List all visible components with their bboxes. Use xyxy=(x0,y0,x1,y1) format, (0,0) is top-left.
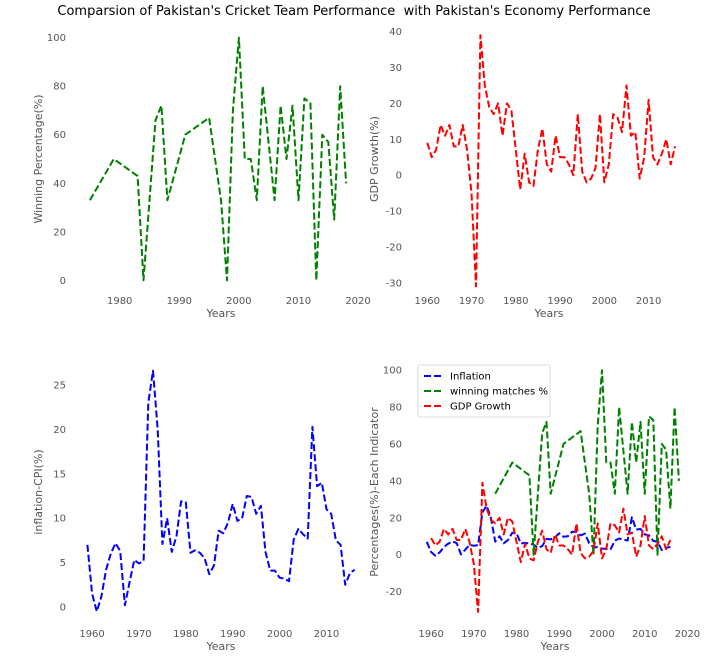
x-tick-label: 1990 xyxy=(547,296,572,307)
x-tick-label: 1970 xyxy=(126,629,151,640)
x-tick-label: 1960 xyxy=(418,629,443,640)
y-tick-label: -20 xyxy=(386,242,402,253)
x-tick-label: 1980 xyxy=(107,296,132,307)
y-tick-label: 15 xyxy=(53,469,66,480)
y-tick-label: 0 xyxy=(396,171,402,182)
y-tick-label: 10 xyxy=(53,514,66,525)
subplot-3: 1960 1970 1980 1990 2000 2010 0 5 10 15 20 25 Years i… xyxy=(32,369,356,653)
y-tick-label: 40 xyxy=(53,179,66,190)
y-tick-label: 5 xyxy=(60,558,66,569)
y-tick-label: 20 xyxy=(53,227,66,238)
x-tick-label: 1980 xyxy=(503,296,528,307)
x-tick-label: 1980 xyxy=(504,629,529,640)
y-tick-label: 20 xyxy=(389,513,402,524)
subplot-2: 1960 1970 1980 1990 2000 2010 -30 -20 -10 0 10 20 30… xyxy=(368,27,677,320)
x-tick-label: 2020 xyxy=(675,629,700,640)
y-tick-label: 0 xyxy=(396,550,402,561)
x-axis-label: Years xyxy=(533,307,563,320)
x-tick-label: 1960 xyxy=(415,296,440,307)
x-tick-label: 2010 xyxy=(286,296,311,307)
series-line-winning xyxy=(89,36,348,282)
subplot-1: 1980 1990 2000 2010 2020 0 20 40 60 80 100 Years Win… xyxy=(32,33,371,320)
x-tick-label: 1990 xyxy=(547,629,572,640)
y-axis-label: inflation-CPI(%) xyxy=(32,449,45,534)
y-axis-label: Percentages(%)-Each Indicator xyxy=(368,407,381,577)
legend: Inflation winning matches % GDP Growth xyxy=(417,364,551,418)
x-tick-label: 1970 xyxy=(459,296,484,307)
y-tick-label: 10 xyxy=(389,135,402,146)
y-tick-label: 0 xyxy=(60,276,66,287)
x-tick-label: 1980 xyxy=(173,629,198,640)
x-tick-label: 1970 xyxy=(461,629,486,640)
x-tick-label: 2000 xyxy=(592,296,617,307)
y-tick-label: 0 xyxy=(60,603,66,614)
legend-label-winning: winning matches % xyxy=(450,387,548,398)
x-tick-label: 2000 xyxy=(589,629,614,640)
y-tick-label: 100 xyxy=(47,33,66,44)
y-tick-label: 20 xyxy=(389,99,402,110)
x-tick-label: 2010 xyxy=(636,296,661,307)
legend-box xyxy=(417,364,551,418)
x-tick-label: 1990 xyxy=(220,629,245,640)
y-tick-label: 100 xyxy=(383,366,402,377)
x-tick-label: 2000 xyxy=(226,296,251,307)
x-tick-label: 2010 xyxy=(632,629,657,640)
y-axis-label: Winning Percentage(%) xyxy=(32,94,45,223)
y-tick-label: 25 xyxy=(53,380,66,391)
y-tick-label: -30 xyxy=(386,278,402,289)
x-tick-label: 2010 xyxy=(314,629,339,640)
legend-label-inflation: Inflation xyxy=(450,372,491,383)
y-tick-label: -20 xyxy=(386,587,402,598)
figure-title: Comparsion of Pakistan's Cricket Team Pe… xyxy=(57,4,651,19)
y-tick-label: -10 xyxy=(386,207,402,218)
x-tick-label: 2000 xyxy=(267,629,292,640)
series-line-inflation xyxy=(86,369,356,613)
x-axis-label: Years xyxy=(205,307,235,320)
legend-label-gdp: GDP Growth xyxy=(450,402,511,413)
y-tick-label: 20 xyxy=(53,425,66,436)
y-tick-label: 40 xyxy=(389,476,402,487)
series-line-inflation xyxy=(425,504,671,557)
y-tick-label: 30 xyxy=(389,63,402,74)
y-tick-label: 40 xyxy=(389,27,402,38)
series-line-winning xyxy=(494,369,680,556)
y-axis-label: GDP Growth(%) xyxy=(368,116,381,202)
series-line-gdp xyxy=(426,34,677,288)
y-tick-label: 60 xyxy=(53,130,66,141)
y-tick-label: 80 xyxy=(53,82,66,93)
y-tick-label: 60 xyxy=(389,440,402,451)
x-tick-label: 1990 xyxy=(167,296,192,307)
y-tick-label: 80 xyxy=(389,403,402,414)
x-axis-label: Years xyxy=(539,640,569,653)
x-tick-label: 1960 xyxy=(79,629,104,640)
subplot-4: 1960 1970 1980 1990 2000 2010 2020 -20 0 20 40 60 80… xyxy=(368,364,700,653)
x-axis-label: Years xyxy=(205,640,235,653)
x-tick-label: 2020 xyxy=(345,296,370,307)
series-line-gdp xyxy=(430,481,672,613)
